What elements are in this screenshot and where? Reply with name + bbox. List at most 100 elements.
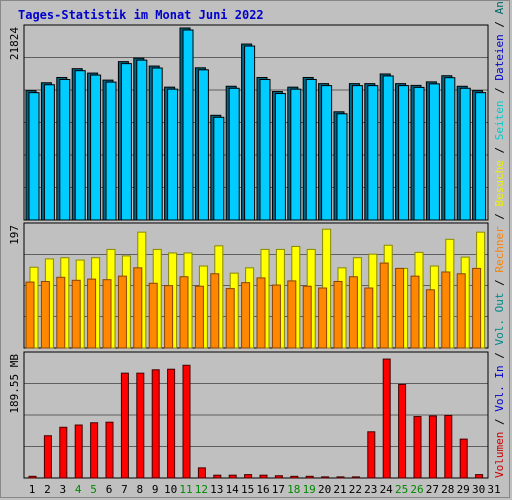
x-tick-label: 12	[195, 483, 208, 496]
legend-entry: Besuche	[493, 160, 506, 206]
x-tick-label: 4	[75, 483, 82, 496]
bar-rechner	[56, 276, 66, 349]
bar-volumen	[444, 414, 453, 479]
bar-rechner	[271, 284, 281, 349]
bar-seiten	[90, 74, 102, 221]
bar-volumen	[28, 475, 37, 479]
bar-volumen	[90, 422, 99, 479]
bar-rechner	[25, 281, 35, 349]
x-tick-label: 10	[164, 483, 177, 496]
x-tick-label: 14	[226, 483, 240, 496]
legend-entry: Rechner	[493, 226, 506, 273]
bar-seiten	[28, 92, 40, 221]
bar-volumen	[351, 476, 360, 479]
x-tick-label: 3	[59, 483, 66, 496]
bar-seiten	[259, 78, 271, 221]
x-tick-label: 16	[256, 483, 269, 496]
bar-seiten	[59, 78, 71, 221]
bar-seiten	[336, 113, 348, 221]
bar-seiten	[428, 83, 440, 221]
bar-seiten	[459, 87, 471, 221]
bar-volumen	[398, 383, 407, 479]
right-legend: Volumen / Vol. In / Vol. Out / Rechner /…	[493, 0, 506, 478]
bar-volumen	[167, 368, 176, 479]
bar-seiten	[74, 70, 86, 221]
bar-volumen	[105, 421, 114, 479]
bar-volumen	[213, 474, 222, 479]
bar-volumen	[43, 435, 52, 479]
legend-entry: Vol. In	[493, 365, 506, 411]
bar-rechner	[379, 262, 389, 349]
bar-volumen	[197, 467, 206, 479]
bar-volumen	[136, 372, 145, 479]
bar-volumen	[475, 474, 484, 479]
x-tick-label: 27	[426, 483, 439, 496]
x-tick-label: 29	[457, 483, 470, 496]
legend-entry: /	[493, 14, 506, 34]
bar-seiten	[43, 84, 55, 221]
x-tick-label: 25	[395, 483, 408, 496]
bar-volumen	[274, 475, 283, 479]
bar-seiten	[382, 75, 394, 221]
bar-rechner	[179, 276, 189, 349]
x-tick-label: 18	[287, 483, 300, 496]
bar-rechner	[456, 273, 466, 349]
bar-seiten	[367, 85, 379, 221]
legend-entry: /	[493, 273, 506, 293]
bar-rechner	[425, 289, 435, 349]
bar-volumen	[413, 416, 422, 479]
x-tick-label: 15	[241, 483, 254, 496]
bar-rechner	[117, 275, 127, 349]
x-tick-label: 17	[272, 483, 285, 496]
bar-rechner	[441, 271, 451, 349]
bar-volumen	[382, 358, 391, 479]
legend-entry: /	[493, 140, 506, 160]
x-tick-label: 22	[349, 483, 362, 496]
y-max-label: 197	[8, 225, 21, 245]
x-tick-label: 24	[380, 483, 394, 496]
x-tick-label: 7	[121, 483, 128, 496]
bar-volumen	[336, 476, 345, 479]
bar-volumen	[244, 474, 253, 479]
x-tick-label: 20	[318, 483, 331, 496]
bar-seiten	[444, 77, 456, 221]
x-tick-label: 9	[152, 483, 159, 496]
bar-volumen	[120, 372, 129, 479]
bar-rechner	[410, 275, 420, 349]
bar-rechner	[40, 280, 50, 349]
bar-rechner	[364, 287, 374, 349]
bar-rechner	[225, 288, 235, 349]
bar-volumen	[59, 426, 68, 479]
bar-rechner	[133, 267, 143, 349]
bar-rechner	[241, 282, 251, 349]
bar-volumen	[259, 474, 268, 479]
chart-title: Tages-Statistik im Monat Juni 2022	[18, 8, 264, 22]
legend-entry: /	[493, 346, 506, 366]
legend-entry: /	[493, 412, 506, 432]
x-tick-label: 6	[106, 483, 113, 496]
x-tick-label: 2	[44, 483, 51, 496]
legend-entry: Dateien	[493, 34, 506, 80]
bar-rechner	[164, 285, 174, 349]
x-tick-label: 13	[210, 483, 223, 496]
x-tick-label: 28	[441, 483, 454, 496]
bar-seiten	[213, 116, 225, 221]
legend-entry: /	[493, 206, 506, 226]
bar-volumen	[151, 369, 160, 479]
bar-seiten	[151, 67, 163, 221]
bar-seiten	[413, 86, 425, 221]
bar-rechner	[71, 279, 81, 349]
bar-seiten	[228, 87, 240, 221]
bar-rechner	[210, 273, 220, 349]
bar-seiten	[321, 85, 333, 221]
bar-volumen	[305, 475, 314, 479]
bar-volumen	[428, 415, 437, 479]
legend-entry: Seiten	[493, 100, 506, 140]
bar-rechner	[287, 280, 297, 349]
bar-seiten	[274, 93, 286, 221]
x-tick-label: 5	[90, 483, 97, 496]
bar-rechner	[318, 287, 328, 349]
bar-rechner	[256, 277, 266, 349]
